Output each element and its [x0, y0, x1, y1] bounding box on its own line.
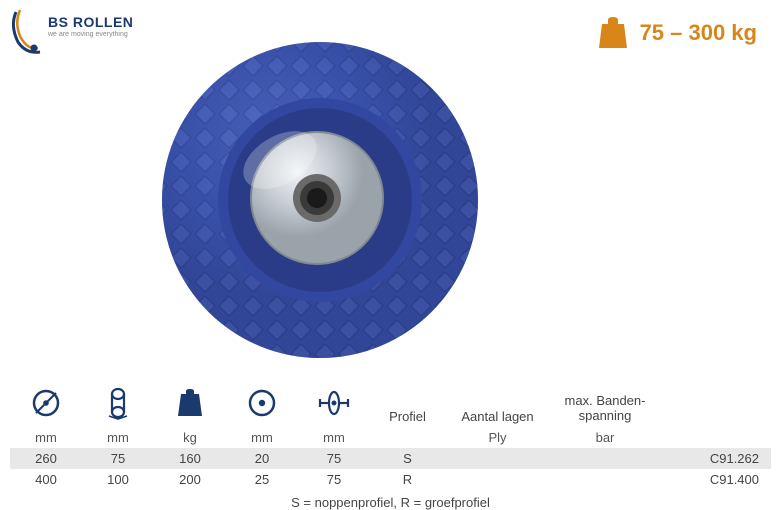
logo-swoosh-icon: [8, 8, 44, 56]
bore-icon: [247, 382, 277, 424]
header-profiel: Profiel: [370, 409, 445, 426]
width-icon: [105, 382, 131, 424]
product-wheel-image: [145, 30, 485, 370]
unit-c7: Ply: [445, 430, 550, 445]
header-aantal-lagen: Aantal lagen: [445, 409, 550, 426]
weight-badge: 75 – 300 kg: [596, 16, 757, 50]
table-row: 260 75 160 20 75 S C91.262: [10, 448, 771, 469]
brand-logo: BS ROLLEN we are moving everything: [8, 8, 133, 56]
unit-c8: bar: [550, 430, 660, 445]
spec-table: Profiel Aantal lagen max. Banden- spanni…: [10, 384, 771, 510]
table-footnote: S = noppenprofiel, R = groefprofiel: [10, 495, 771, 510]
brand-tagline: we are moving everything: [48, 31, 133, 38]
weight-icon: [596, 16, 630, 50]
product-code: C91.262: [660, 451, 771, 466]
brand-name: BS ROLLEN: [48, 14, 133, 30]
weight-range: 75 – 300 kg: [640, 20, 757, 46]
table-row: 400 100 200 25 75 R C91.400: [10, 469, 771, 490]
table-units-row: mm mm kg mm mm Ply bar: [10, 426, 771, 448]
header-max-banden: max. Banden- spanning: [550, 394, 660, 426]
unit-c4: mm: [226, 430, 298, 445]
unit-c1: mm: [10, 430, 82, 445]
unit-c3: kg: [154, 430, 226, 445]
hub-length-icon: [317, 382, 351, 424]
load-icon: [176, 382, 204, 424]
table-header-row: Profiel Aantal lagen max. Banden- spanni…: [10, 384, 771, 426]
diameter-icon: [31, 382, 61, 424]
unit-c2: mm: [82, 430, 154, 445]
unit-c5: mm: [298, 430, 370, 445]
product-code: C91.400: [660, 472, 771, 487]
